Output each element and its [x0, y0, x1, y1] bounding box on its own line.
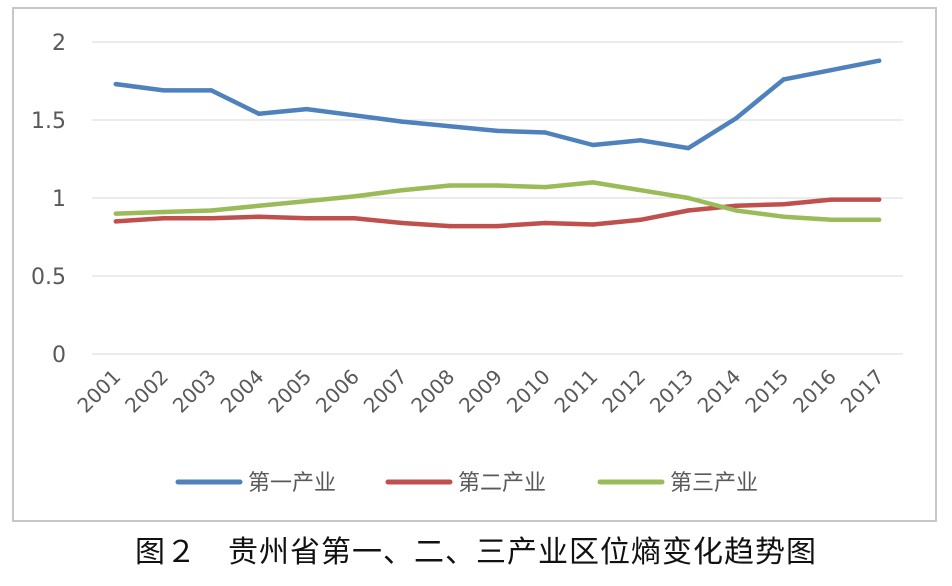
data-point — [113, 81, 119, 87]
data-point — [781, 77, 786, 82]
series-1 — [113, 58, 882, 151]
x-tick-label: 2007 — [359, 365, 412, 418]
data-point — [590, 180, 596, 185]
legend-label: 第二产业 — [458, 471, 546, 496]
data-point — [352, 194, 357, 199]
data-point — [161, 88, 166, 93]
x-axis-ticks: 2001200220032004200520062007200820092010… — [72, 365, 888, 418]
data-point — [495, 128, 500, 134]
data-point — [876, 197, 882, 202]
data-point — [686, 145, 691, 151]
data-point — [686, 208, 691, 213]
chart-frame — [12, 7, 937, 522]
y-tick-label: 0 — [52, 343, 66, 368]
data-point — [876, 58, 882, 63]
data-point — [543, 130, 548, 135]
y-tick-label: 2 — [52, 31, 66, 56]
data-point — [590, 142, 596, 148]
data-point — [781, 202, 786, 207]
data-point — [209, 88, 214, 93]
x-tick-label: 2012 — [597, 365, 650, 418]
data-point — [447, 223, 452, 229]
series-3 — [113, 180, 882, 223]
x-tick-label: 2011 — [549, 365, 602, 418]
data-point — [543, 184, 548, 190]
legend-item: 第三产业 — [597, 471, 758, 496]
data-point — [829, 67, 834, 73]
data-point — [113, 219, 119, 224]
data-point — [352, 216, 357, 221]
x-tick-label: 2003 — [168, 365, 221, 418]
data-point — [209, 208, 214, 213]
data-point — [304, 216, 309, 221]
data-point — [686, 195, 691, 201]
legend: 第一产业 第二产业 第三产业 — [175, 471, 758, 496]
x-tick-label: 2014 — [693, 365, 746, 418]
y-tick-label: 0.5 — [31, 265, 66, 290]
data-point — [781, 214, 786, 219]
x-tick-label: 2009 — [454, 365, 507, 418]
data-point — [495, 183, 500, 188]
data-point — [209, 216, 214, 221]
data-point — [829, 197, 834, 202]
x-tick-label: 2005 — [263, 365, 316, 418]
x-tick-label: 2017 — [836, 365, 889, 418]
data-point — [495, 223, 500, 229]
x-tick-label: 2010 — [502, 365, 555, 418]
x-tick-label: 2015 — [740, 365, 793, 418]
data-point — [304, 198, 309, 204]
series-layer — [113, 58, 882, 229]
x-tick-label: 2013 — [645, 365, 698, 418]
legend-label: 第三产业 — [670, 471, 758, 496]
data-point — [733, 203, 739, 208]
data-point — [638, 138, 643, 143]
x-tick-label: 2006 — [311, 365, 364, 418]
legend-item: 第二产业 — [385, 471, 546, 496]
data-point — [543, 220, 548, 226]
data-point — [829, 217, 834, 223]
data-point — [590, 222, 596, 227]
data-point — [638, 217, 643, 223]
data-point — [399, 119, 405, 124]
data-point — [352, 113, 357, 118]
data-point — [161, 216, 166, 221]
data-point — [113, 211, 119, 216]
legend-item: 第一产业 — [175, 471, 336, 496]
data-point — [399, 188, 405, 193]
y-tick-label: 1.5 — [31, 109, 66, 134]
grid-layer — [92, 41, 903, 355]
x-tick-label: 2016 — [788, 365, 841, 418]
legend-label: 第一产业 — [248, 471, 336, 496]
data-point — [733, 208, 739, 213]
x-tick-label: 2004 — [216, 365, 269, 418]
data-point — [447, 124, 452, 129]
series-line — [113, 180, 882, 223]
data-point — [733, 116, 739, 121]
figure-caption: 图２ 贵州省第一、二、三产业区位熵变化趋势图 — [135, 535, 817, 570]
series-line — [113, 58, 882, 151]
x-tick-label: 2001 — [72, 365, 125, 418]
data-point — [256, 203, 262, 208]
data-point — [399, 220, 405, 226]
data-point — [638, 188, 643, 193]
x-tick-label: 2008 — [406, 365, 459, 418]
x-tick-label: 2002 — [120, 365, 173, 418]
data-point — [447, 183, 452, 188]
data-point — [256, 111, 262, 116]
y-tick-label: 1 — [52, 187, 66, 212]
data-point — [304, 106, 309, 112]
data-point — [161, 209, 166, 215]
data-point — [256, 214, 262, 219]
data-point — [876, 217, 882, 223]
series-2 — [113, 197, 882, 229]
y-axis-ticks: 0 0.5 1 1.5 2 — [31, 31, 66, 368]
